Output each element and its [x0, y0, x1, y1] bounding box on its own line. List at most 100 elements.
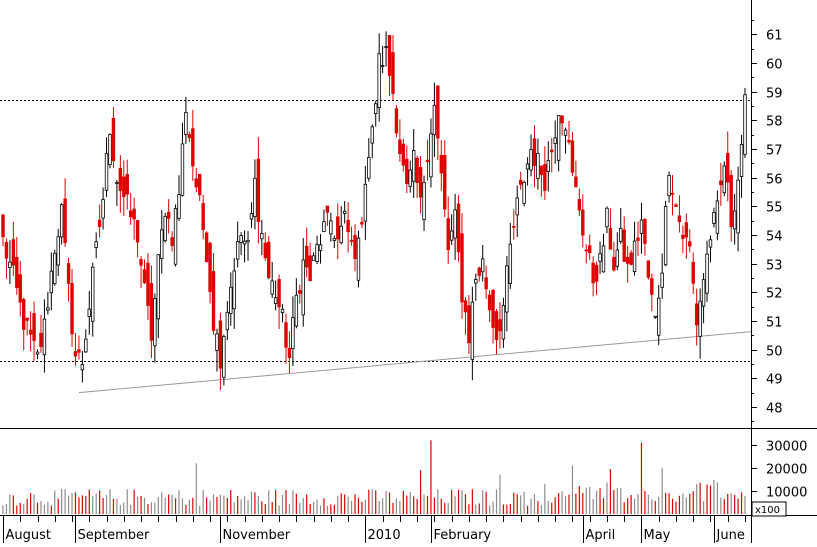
candle — [715, 190, 720, 241]
candle-body — [670, 192, 675, 195]
candle — [453, 193, 457, 260]
candle-body — [622, 229, 626, 262]
candle — [363, 165, 368, 241]
candle-body — [729, 175, 733, 227]
candle — [377, 33, 381, 122]
candle — [59, 203, 64, 245]
candle-body — [726, 152, 730, 183]
price-tick-label: 56 — [766, 173, 783, 188]
candle — [387, 34, 392, 96]
candle-body — [256, 158, 261, 222]
candle-body — [429, 133, 433, 178]
candle — [332, 235, 337, 249]
candle — [18, 260, 22, 317]
candle — [550, 137, 554, 173]
candle — [104, 137, 109, 197]
candle — [135, 219, 140, 258]
candle — [667, 171, 671, 203]
candle — [553, 120, 557, 164]
volume-multiplier-label: x100 — [755, 505, 780, 516]
candle-body — [525, 163, 530, 170]
candle — [705, 240, 709, 302]
candle-body — [280, 308, 285, 313]
candle — [294, 278, 299, 329]
candle-body — [80, 364, 85, 371]
candle-body — [32, 313, 36, 341]
candle-body — [619, 228, 623, 242]
candle — [632, 221, 637, 276]
candle-body — [563, 129, 568, 136]
price-tick-label: 53 — [766, 259, 783, 274]
candle-body — [94, 241, 98, 248]
candle-body — [374, 103, 378, 114]
candle-body — [101, 199, 105, 219]
candle — [260, 219, 264, 256]
candle — [308, 242, 312, 282]
candle-body — [529, 149, 533, 171]
candle-body — [667, 175, 671, 197]
candle-body — [643, 218, 647, 244]
candle — [94, 232, 98, 259]
candle-body — [270, 280, 274, 295]
candle — [487, 290, 492, 322]
candle-body — [684, 222, 689, 238]
candle-body — [705, 253, 709, 294]
candle-body — [601, 245, 606, 273]
candle-body — [104, 153, 109, 191]
candle-body — [49, 270, 54, 294]
candle-body — [222, 336, 226, 378]
candle-body — [570, 140, 575, 173]
candle — [518, 171, 523, 190]
candle-body — [515, 197, 519, 216]
candle — [515, 185, 519, 238]
candle — [163, 212, 167, 243]
month-label: May — [644, 528, 671, 543]
candle-body — [322, 221, 326, 233]
candle-body — [284, 322, 288, 348]
candle — [273, 280, 278, 311]
candle — [149, 265, 154, 359]
candle — [380, 45, 385, 74]
price-tick-label: 57 — [766, 144, 783, 159]
candle — [439, 140, 443, 191]
candle-body — [491, 289, 495, 328]
candle — [42, 299, 47, 373]
candle-body — [201, 203, 205, 231]
price-tick-label: 59 — [766, 87, 783, 102]
candle-body — [629, 252, 633, 265]
candle — [539, 165, 544, 197]
candle-body — [518, 179, 523, 185]
candle — [191, 109, 195, 181]
candle — [342, 201, 347, 224]
candle-body — [463, 300, 468, 313]
candle — [301, 238, 305, 327]
candle — [694, 288, 699, 346]
candle-body — [263, 242, 267, 259]
candle — [253, 159, 257, 230]
candle — [708, 235, 713, 263]
candle — [684, 213, 689, 259]
candle — [367, 138, 371, 182]
candle — [408, 160, 412, 193]
candle-body — [339, 225, 343, 244]
candle — [657, 285, 661, 346]
candle-body — [422, 182, 426, 220]
candle — [643, 218, 647, 256]
candle — [556, 115, 561, 172]
candle-body — [273, 297, 278, 304]
candle-body — [467, 305, 471, 344]
candle — [22, 297, 26, 351]
candle-body — [277, 279, 281, 308]
candle-body — [59, 204, 64, 238]
month-label: November — [223, 528, 291, 543]
candle-body — [712, 211, 716, 224]
candle — [508, 222, 513, 289]
candle-body — [660, 272, 664, 288]
candle — [77, 335, 81, 360]
candle — [339, 206, 343, 245]
candle — [743, 87, 747, 159]
volume-tick-label: 10000 — [766, 486, 807, 501]
candle — [249, 202, 254, 229]
candle — [139, 256, 143, 289]
candle-body — [505, 265, 509, 313]
